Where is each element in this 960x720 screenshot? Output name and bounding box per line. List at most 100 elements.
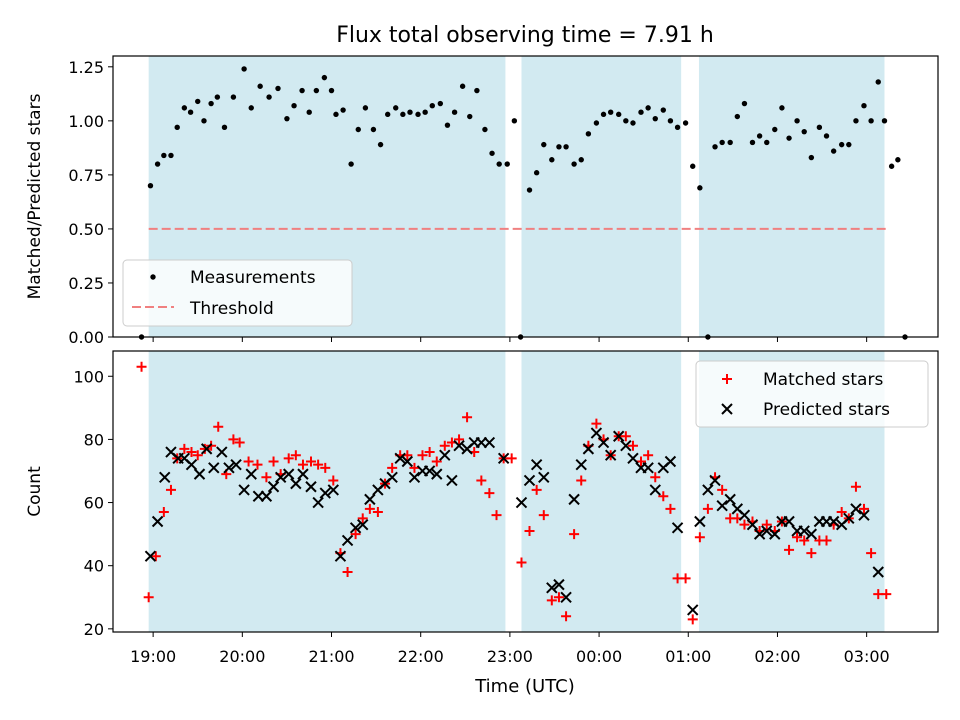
matched-star-point: [627, 440, 638, 451]
measurement-point: [578, 157, 584, 163]
matched-star-point: [784, 544, 795, 555]
predicted-star-point: [523, 474, 536, 487]
predicted-star-point: [738, 509, 751, 521]
predicted-star-point: [312, 496, 324, 509]
predicted-star-point: [453, 440, 465, 452]
measurement-point: [690, 163, 696, 169]
matched-star-point: [553, 592, 564, 603]
matched-star-point: [136, 361, 147, 372]
matched-star-point: [158, 507, 169, 518]
matched-star-point: [387, 462, 398, 473]
measurement-point: [275, 85, 281, 92]
matched-star-point: [643, 450, 654, 461]
measurement-point: [208, 100, 214, 107]
measurement-point: [187, 109, 194, 115]
measurement-point: [593, 120, 600, 126]
predicted-star-point: [334, 550, 347, 562]
matched-star-point: [165, 484, 176, 495]
measurement-point: [794, 118, 800, 124]
predicted-star-point: [530, 458, 543, 471]
measurement-point: [422, 109, 428, 115]
predicted-star-point: [724, 493, 736, 506]
measurement-point: [772, 126, 778, 133]
measurement-point: [266, 94, 272, 100]
top-y-tick-label: 1.00: [68, 112, 104, 131]
measurement-point: [248, 105, 254, 111]
matched-star-point: [538, 510, 549, 521]
legend-box: [695, 360, 929, 428]
measurement-point: [174, 124, 180, 131]
predicted-star-point: [769, 528, 781, 540]
measurement-point: [881, 118, 888, 124]
matched-star-point: [516, 557, 527, 568]
measurement-point: [816, 124, 823, 131]
predicted-star-point: [627, 452, 639, 465]
predicted-star-point: [620, 440, 632, 452]
measurement-point: [437, 100, 444, 107]
measurement-point: [474, 87, 480, 94]
predicted-star-point: [546, 582, 558, 594]
matched-star-point: [650, 472, 661, 483]
predicted-star-point: [423, 465, 436, 477]
matched-star-point: [462, 412, 473, 423]
measurement-point: [764, 139, 770, 146]
matched-star-point: [143, 592, 154, 603]
matched-star-point: [350, 529, 361, 540]
matched-star-point: [717, 484, 728, 495]
predicted-star-point: [582, 443, 595, 455]
measurement-point: [415, 111, 421, 118]
legend-matched-label: Matched stars: [763, 370, 883, 390]
measurement-point: [741, 100, 748, 107]
bottom-y-tick-label: 60: [84, 494, 104, 513]
x-tick-label: 02:00: [754, 647, 800, 666]
measurement-point: [571, 161, 577, 167]
measurement-point: [682, 120, 689, 126]
predicted-star-point: [575, 458, 587, 471]
matched-star-point: [591, 418, 602, 429]
x-tick-label: 23:00: [487, 647, 533, 666]
measurement-point: [429, 103, 435, 109]
measurement-point: [786, 135, 792, 141]
x-tick-label: 22:00: [398, 647, 444, 666]
measurement-point: [556, 144, 562, 150]
matched-star-point: [665, 503, 676, 514]
predicted-star-point: [446, 474, 458, 487]
predicted-star-point: [798, 525, 810, 537]
measurement-point: [616, 111, 622, 118]
measurement-point: [749, 139, 756, 146]
matched-star-point: [228, 434, 239, 445]
measurement-point: [830, 148, 837, 154]
predicted-star-point: [753, 528, 766, 540]
predicted-star-point: [439, 449, 451, 461]
legend-predicted-marker: [721, 403, 733, 415]
measurement-point: [888, 163, 895, 169]
measurement-point: [638, 109, 644, 115]
matched-star-point: [524, 525, 535, 536]
legend-measurements-marker: [150, 274, 156, 280]
predicted-star-point: [193, 468, 206, 480]
predicted-star-point: [783, 515, 795, 528]
predicted-star-point: [649, 484, 661, 496]
matched-star-point: [687, 614, 698, 625]
predicted-star-point: [144, 550, 157, 562]
predicted-star-point: [843, 512, 855, 525]
x-tick-label: 00:00: [576, 647, 622, 666]
predicted-star-point: [223, 462, 235, 474]
matched-star-point: [320, 462, 331, 473]
predicted-star-point: [702, 484, 714, 496]
measurement-point: [340, 107, 346, 113]
x-tick-label: 21:00: [308, 647, 354, 666]
measurement-point: [370, 126, 377, 133]
bottom-y-tick-label: 40: [84, 557, 104, 576]
matched-star-point: [364, 503, 375, 514]
measurement-point: [459, 83, 466, 89]
matched-star-point: [850, 481, 861, 492]
matched-star-point: [297, 459, 308, 470]
measurement-point: [168, 152, 174, 159]
measurement-point: [313, 87, 320, 94]
measurement-point: [333, 111, 339, 118]
bottom-y-tick-label: 20: [84, 620, 104, 639]
measurement-point: [444, 122, 451, 128]
predicted-star-point: [238, 484, 250, 496]
measurement-point: [727, 139, 733, 146]
